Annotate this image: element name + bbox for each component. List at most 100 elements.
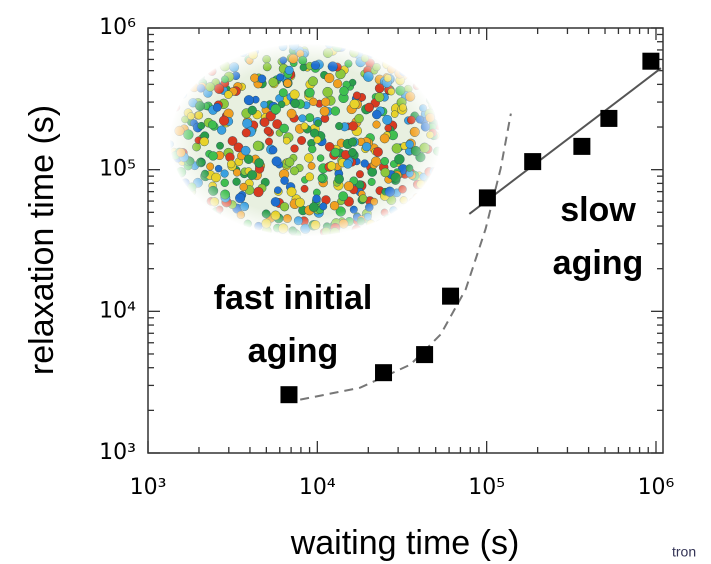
particle — [383, 229, 393, 236]
particle — [413, 44, 424, 49]
particle — [192, 201, 201, 210]
particle — [204, 225, 213, 233]
particle — [422, 49, 432, 59]
particle — [415, 44, 426, 52]
particle — [200, 50, 208, 58]
particle — [178, 184, 187, 194]
particle — [174, 72, 184, 82]
particle — [429, 72, 438, 82]
particle — [199, 57, 207, 65]
particle — [173, 201, 182, 210]
particle — [430, 202, 439, 211]
particle — [426, 54, 436, 65]
particle — [191, 219, 201, 230]
particle — [425, 193, 435, 203]
particle — [432, 87, 440, 98]
particle — [433, 187, 440, 197]
particle — [212, 45, 222, 54]
particle — [395, 219, 404, 228]
x-tick-label: 10³ — [130, 475, 167, 500]
particle — [220, 46, 229, 55]
particle — [402, 62, 412, 71]
particle — [405, 64, 414, 73]
particle — [199, 53, 210, 65]
particle — [427, 68, 437, 78]
particle — [429, 201, 440, 212]
particle — [429, 60, 439, 71]
particle — [211, 54, 221, 64]
particle — [425, 78, 435, 88]
particle — [170, 224, 177, 235]
data-point — [375, 364, 393, 382]
plot-frame — [147, 27, 664, 454]
particle — [389, 44, 400, 54]
particle — [414, 220, 424, 229]
annotation: slow — [560, 191, 636, 229]
data-point — [524, 153, 542, 171]
particle — [170, 72, 176, 80]
data-point — [416, 346, 434, 364]
particle — [384, 227, 392, 236]
particle — [403, 209, 414, 221]
particle — [186, 230, 196, 236]
particle — [188, 59, 196, 67]
particle — [432, 194, 440, 203]
particle — [188, 58, 198, 67]
particle — [198, 210, 208, 220]
particle — [170, 215, 176, 224]
particle — [368, 44, 377, 54]
particle — [170, 81, 177, 90]
particle — [399, 47, 410, 58]
particle — [350, 44, 361, 50]
particle — [411, 50, 420, 59]
particle — [175, 54, 186, 64]
particle — [424, 44, 434, 54]
particle — [207, 49, 217, 59]
particle — [388, 218, 397, 227]
data-point — [642, 52, 660, 70]
particle — [223, 223, 231, 232]
particle — [373, 223, 383, 234]
particle — [412, 58, 422, 68]
particle — [411, 214, 421, 223]
particle — [415, 195, 423, 203]
image-fade — [169, 43, 441, 237]
particle — [431, 78, 440, 87]
particle — [380, 228, 389, 236]
annotation: aging — [248, 332, 339, 370]
particle — [419, 211, 430, 222]
data-point — [573, 137, 591, 155]
particle — [191, 44, 200, 49]
particle — [412, 230, 420, 236]
particle — [406, 210, 415, 220]
particle — [188, 59, 199, 70]
particle — [418, 205, 430, 217]
y-tick-label: 10⁴ — [99, 298, 136, 323]
particle — [185, 44, 196, 49]
fit-line — [468, 67, 662, 215]
particle — [183, 44, 193, 54]
particle — [202, 62, 211, 71]
x-tick-label: 10⁴ — [299, 475, 336, 500]
particle — [434, 81, 440, 91]
particle — [170, 197, 179, 208]
particle — [415, 75, 426, 86]
particle — [187, 60, 196, 69]
particle — [187, 201, 197, 210]
particle — [194, 46, 205, 56]
y-axis-label: relaxation time (s) — [23, 105, 61, 375]
watermark: tron — [672, 544, 696, 560]
particle — [204, 213, 214, 223]
particle — [394, 211, 403, 220]
particle — [415, 230, 425, 236]
annotation: aging — [553, 244, 644, 282]
particle — [174, 199, 185, 210]
particle — [189, 51, 200, 62]
particle — [428, 57, 436, 65]
particle — [423, 51, 432, 59]
particle — [403, 204, 414, 215]
particle — [219, 45, 228, 55]
data-point — [478, 189, 496, 207]
particle — [402, 49, 411, 58]
